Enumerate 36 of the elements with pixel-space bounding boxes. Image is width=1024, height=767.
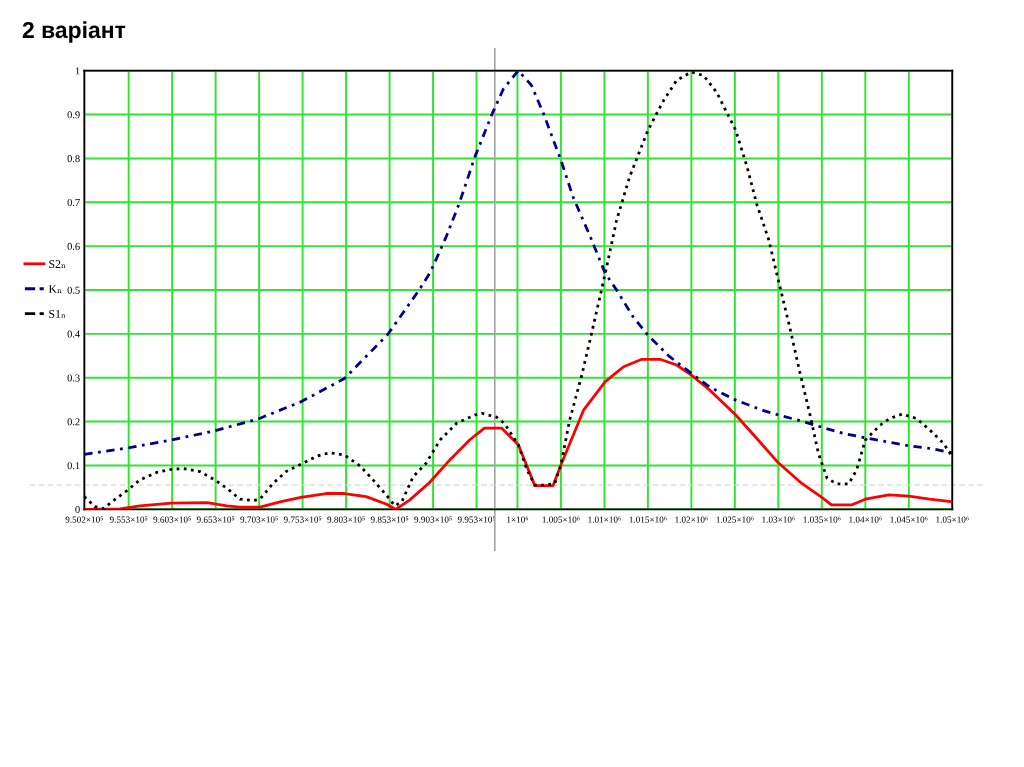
x-tick-label: 9.953×10⁵ xyxy=(457,516,496,523)
x-tick-label: 1.005×10⁶ xyxy=(542,516,580,523)
legend-label: Kₙ xyxy=(48,285,62,293)
x-tick-label: 1.04×10⁶ xyxy=(849,516,882,523)
x-tick-label: 1.045×10⁶ xyxy=(890,516,928,523)
y-tick-label: 0.5 xyxy=(67,286,80,294)
legend-label: S1ₙ xyxy=(49,310,66,318)
y-tick-label: 0.6 xyxy=(67,242,80,250)
x-tick-label: 9.653×10⁵ xyxy=(196,516,235,523)
y-tick-label: 1 xyxy=(75,67,80,75)
x-tick-label: 1.03×10⁶ xyxy=(762,516,795,523)
x-tick-label: 1.035×10⁶ xyxy=(803,516,841,523)
y-tick-label: 0.7 xyxy=(67,198,80,207)
x-tick-label: 9.603×10⁵ xyxy=(153,516,191,523)
x-tick-label: 9.502×10⁵ xyxy=(65,516,103,523)
x-tick-label: 1.05×10⁶ xyxy=(936,516,969,523)
y-tick-label: 0.1 xyxy=(67,462,80,470)
x-tick-label: 9.803×10⁵ xyxy=(327,516,365,523)
x-tick-label: 9.553×10⁵ xyxy=(109,516,148,523)
x-tick-label: 1.015×10⁶ xyxy=(629,516,667,523)
x-tick-label: 9.853×10⁵ xyxy=(370,516,409,523)
chart-title: 2 варіант xyxy=(22,21,126,43)
y-tick-label: 0.2 xyxy=(67,418,80,426)
legend-label: S2ₙ xyxy=(49,260,66,269)
x-tick-label: 9.903×10⁵ xyxy=(414,516,452,523)
y-tick-label: 0.8 xyxy=(67,155,80,163)
x-tick-label: 1.025×10⁶ xyxy=(716,516,754,523)
y-tick-label: 0.4 xyxy=(67,330,80,338)
x-tick-label: 9.753×10⁵ xyxy=(283,516,322,523)
x-tick-label: 9.703×10⁵ xyxy=(240,516,278,523)
x-tick-label: 1.02×10⁶ xyxy=(675,516,708,523)
y-tick-label: 0.9 xyxy=(67,111,80,119)
y-tick-label: 0.3 xyxy=(67,374,80,382)
x-tick-label: 1×10⁶ xyxy=(507,516,529,523)
x-tick-label: 1.01×10⁶ xyxy=(588,516,621,523)
y-tick-label: 0 xyxy=(75,505,80,514)
